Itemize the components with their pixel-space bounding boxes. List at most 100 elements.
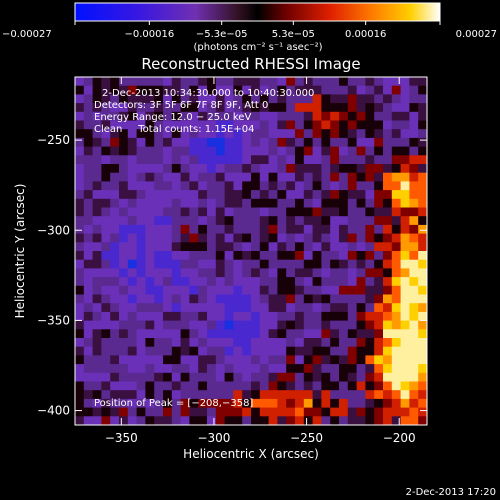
heatmap-cell (198, 364, 208, 374)
heatmap-cell (189, 198, 199, 209)
heatmap-cell (224, 355, 234, 365)
heatmap-cell (356, 164, 366, 174)
heatmap-cell (154, 355, 164, 365)
heatmap-cell (356, 94, 366, 104)
heatmap-cell (224, 251, 234, 261)
heatmap-cell (242, 390, 252, 400)
heatmap-cell (92, 294, 102, 304)
heatmap-cell (171, 320, 182, 330)
heatmap-cell (295, 111, 305, 122)
heatmap-cell (163, 364, 173, 374)
heatmap-cell (198, 198, 208, 209)
heatmap-cell (303, 77, 314, 87)
heatmap-cell (189, 233, 199, 243)
heatmap-cell (312, 164, 322, 174)
heatmap-cell (154, 338, 164, 348)
heatmap-cell (277, 216, 287, 226)
heatmap-cell (189, 146, 199, 156)
heatmap-cell (321, 77, 331, 87)
heatmap-cell (295, 372, 305, 383)
heatmap-cell (145, 111, 155, 122)
heatmap-cell (207, 94, 217, 104)
heatmap-cell (251, 242, 261, 252)
heatmap-cell (171, 164, 182, 174)
heatmap-cell (189, 224, 199, 235)
heatmap-cell (92, 94, 102, 104)
heatmap-cell (277, 155, 287, 165)
heatmap-cell (374, 146, 384, 156)
heatmap-cell (207, 372, 217, 383)
heatmap-cell (321, 277, 331, 287)
heatmap-cell (92, 181, 102, 191)
heatmap-cell (242, 129, 252, 139)
heatmap-cell (303, 233, 314, 243)
heatmap-cell (127, 416, 138, 425)
heatmap-cell (75, 129, 85, 139)
heatmap-cell (242, 190, 252, 200)
heatmap-cell (127, 329, 138, 339)
heatmap-cell (154, 390, 164, 400)
heatmap-cell (136, 407, 146, 417)
heatmap-cell (251, 146, 261, 156)
heatmap-cell (215, 303, 226, 313)
heatmap-cell (365, 346, 375, 356)
heatmap-cell (110, 77, 120, 87)
heatmap-cell (268, 259, 278, 269)
heatmap-cell (409, 268, 419, 278)
heatmap-cell (92, 311, 102, 322)
heatmap-cell (409, 259, 419, 269)
heatmap-cell (268, 268, 278, 278)
heatmap-cell (251, 407, 261, 417)
heatmap-cell (295, 198, 305, 209)
heatmap-cell (242, 164, 252, 174)
heatmap-cell (101, 416, 111, 425)
heatmap-cell (171, 329, 182, 339)
heatmap-cell (92, 364, 102, 374)
heatmap-cell (391, 329, 402, 339)
heatmap-cell (374, 103, 384, 113)
heatmap-cell (242, 242, 252, 252)
heatmap-cell (356, 277, 366, 287)
heatmap-cell (75, 416, 85, 425)
heatmap-cell (233, 181, 243, 191)
heatmap-cell (110, 181, 120, 191)
heatmap-cell (418, 294, 427, 304)
heatmap-cell (92, 338, 102, 348)
heatmap-cell (233, 207, 243, 217)
heatmap-cell (136, 233, 146, 243)
heatmap-cell (400, 164, 410, 174)
heatmap-cell (330, 398, 340, 409)
heatmap-cell (101, 77, 111, 87)
heatmap-cell (119, 364, 129, 374)
heatmap-cell (339, 164, 349, 174)
heatmap-cell (286, 277, 296, 287)
heatmap-cell (180, 320, 190, 330)
heatmap-cell (295, 259, 305, 269)
heatmap-cell (303, 172, 314, 182)
heatmap-cell (356, 137, 366, 148)
heatmap-cell (75, 311, 85, 322)
heatmap-cell (171, 381, 182, 391)
heatmap-cell (312, 181, 322, 191)
heatmap-cell (259, 94, 270, 104)
heatmap-cell (189, 355, 199, 365)
heatmap-cell (330, 181, 340, 191)
heatmap-cell (154, 137, 164, 148)
heatmap-cell (198, 416, 208, 425)
heatmap-cell (356, 407, 366, 417)
heatmap-cell (365, 224, 375, 235)
heatmap-cell (303, 216, 314, 226)
heatmap-cell (215, 129, 226, 139)
heatmap-cell (233, 146, 243, 156)
heatmap-cell (233, 329, 243, 339)
heatmap-cell (409, 285, 419, 296)
heatmap-cell (286, 146, 296, 156)
heatmap-cell (347, 242, 358, 252)
heatmap-cell (251, 216, 261, 226)
heatmap-cell (75, 85, 85, 95)
heatmap-cell (409, 137, 419, 148)
heatmap-cell (110, 320, 120, 330)
heatmap-cell (365, 303, 375, 313)
heatmap-cell (365, 77, 375, 87)
heatmap-cell (347, 251, 358, 261)
